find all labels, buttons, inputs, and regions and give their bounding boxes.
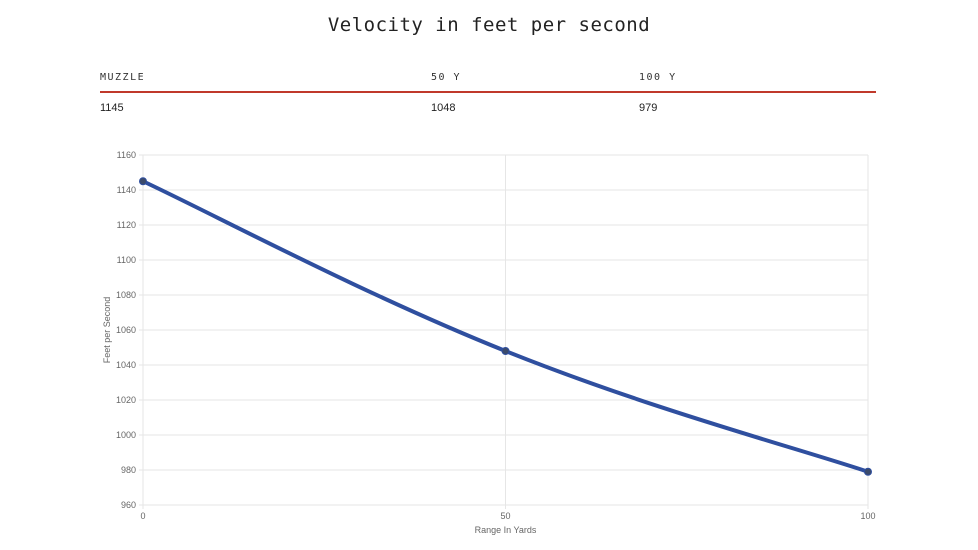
- header-50y: 50 Y: [431, 72, 462, 83]
- y-tick-label: 1140: [117, 185, 136, 195]
- value-muzzle: 1145: [100, 102, 124, 114]
- x-tick-label: 0: [140, 511, 145, 521]
- table-value-row: 1145 1048 979: [100, 100, 876, 120]
- y-tick-label: 1020: [116, 395, 136, 405]
- y-tick-label: 960: [121, 500, 136, 510]
- data-point: [501, 347, 510, 355]
- y-tick-label: 1040: [116, 360, 136, 370]
- y-tick-label: 1120: [117, 220, 136, 230]
- x-axis-label: Range In Yards: [475, 525, 537, 535]
- y-tick-label: 1080: [116, 290, 136, 300]
- x-tick-label: 100: [860, 511, 875, 521]
- table-header-row: MUZZLE 50 Y 100 Y: [100, 70, 876, 93]
- y-tick-label: 1000: [116, 430, 136, 440]
- series-points: [139, 177, 872, 476]
- chart-title: Velocity in feet per second: [327, 14, 651, 36]
- y-tick-label: 1160: [117, 150, 136, 160]
- data-point: [139, 177, 147, 186]
- y-tick-label: 980: [121, 465, 136, 475]
- y-axis-label: Feet per Second: [102, 297, 112, 364]
- chart-grid: [139, 154, 869, 509]
- value-100y: 979: [639, 102, 658, 114]
- x-tick-labels: 0 50 100: [140, 511, 875, 521]
- value-50y: 1048: [431, 102, 456, 114]
- x-tick-label: 50: [500, 511, 510, 521]
- y-tick-label: 1060: [116, 325, 136, 335]
- velocity-table: MUZZLE 50 Y 100 Y 1145 1048 979: [100, 70, 876, 120]
- header-muzzle: MUZZLE: [100, 72, 146, 83]
- data-point: [864, 467, 872, 476]
- header-100y: 100 Y: [639, 72, 677, 83]
- y-tick-labels: 960 980 1000 1020 1040 1060 1080 1100 1120 1140 11…: [116, 150, 136, 510]
- y-tick-label: 1100: [117, 255, 136, 265]
